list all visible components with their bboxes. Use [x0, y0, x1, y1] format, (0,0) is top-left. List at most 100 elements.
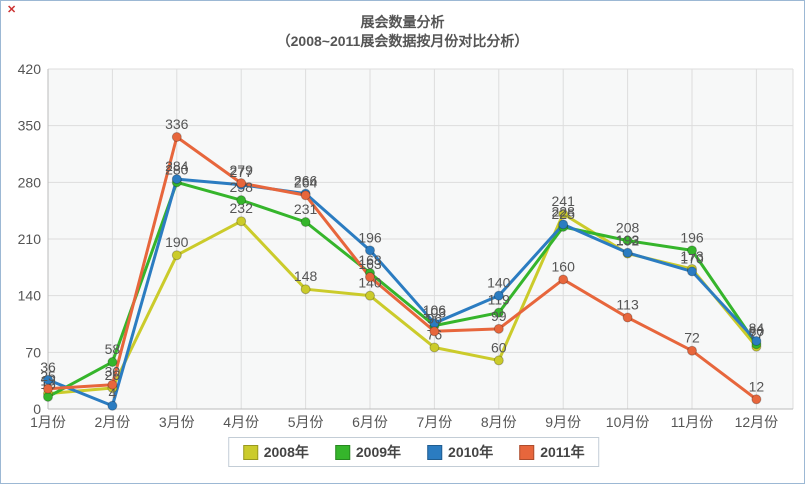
x-axis-label-4月份: 4月份 [223, 414, 259, 430]
data-point-label: 173 [680, 248, 704, 264]
data-point-2009年-8月份[interactable] [493, 307, 504, 318]
data-point-label: 193 [616, 232, 640, 248]
legend-swatch-icon [334, 444, 350, 460]
data-point-label: 58 [105, 341, 121, 357]
data-point-2011年-1月份[interactable] [43, 383, 53, 394]
chart-title-block: 展会数量分析 （2008~2011展会数据按月份对比分析） [1, 13, 804, 51]
data-point-2011年-3月份[interactable] [171, 132, 182, 142]
data-point-label: 148 [294, 268, 318, 284]
data-point-2011年-9月份[interactable] [558, 274, 569, 285]
data-point-label: 4 [109, 385, 117, 401]
data-point-2010年-6月份[interactable] [365, 245, 375, 256]
legend-swatch-icon [427, 444, 443, 460]
broken-image-icon: ✕ [7, 4, 17, 16]
data-point-label: 99 [491, 308, 507, 324]
data-point-label: 12 [749, 378, 765, 394]
x-axis-label-1月份: 1月份 [30, 414, 66, 430]
data-point-label: 25 [40, 368, 56, 384]
data-point-label: 60 [491, 339, 507, 355]
data-point-2011年-7月份[interactable] [429, 326, 440, 337]
data-point-2009年-5月份[interactable] [300, 217, 311, 227]
data-point-2008年-5月份[interactable] [300, 284, 311, 295]
data-point-label: 336 [165, 116, 189, 132]
data-point-label: 170 [680, 250, 704, 266]
data-point-2009年-2月份[interactable] [107, 357, 118, 368]
data-point-label: 284 [165, 158, 189, 174]
x-axis-label-8月份: 8月份 [481, 414, 517, 430]
x-axis-label-12月份: 12月份 [735, 414, 779, 430]
data-point-2011年-11月份[interactable] [687, 345, 697, 356]
data-point-2010年-9月份[interactable] [558, 219, 569, 230]
data-point-2011年-4月份[interactable] [236, 178, 247, 189]
data-point-label: 36 [40, 359, 56, 375]
data-point-label: 266 [294, 173, 318, 189]
data-point-2008年-6月份[interactable] [365, 290, 375, 301]
x-axis-label-5月份: 5月份 [288, 414, 324, 430]
legend-item-2010年[interactable]: 2010年 [427, 442, 493, 462]
legend-item-2009年[interactable]: 2009年 [334, 442, 402, 462]
data-point-2008年-8月份[interactable] [493, 355, 504, 366]
data-point-2010年-11月份[interactable] [687, 266, 697, 277]
data-point-2009年-4月份[interactable] [236, 195, 247, 206]
y-axis-tick-label: 420 [18, 61, 42, 77]
data-point-label: 228 [552, 203, 576, 219]
data-point-label: 196 [358, 229, 382, 245]
x-axis-label-11月份: 11月份 [671, 414, 714, 430]
legend-label: 2008年 [263, 444, 309, 460]
data-point-2008年-7月份[interactable] [429, 342, 440, 353]
data-point-label: 72 [684, 330, 700, 346]
y-axis-tick-label: 210 [18, 231, 42, 247]
data-point-label: 280 [165, 161, 189, 177]
data-point-label: 106 [423, 302, 447, 318]
chart-subtitle: （2008~2011展会数据按月份对比分析） [276, 33, 529, 49]
data-point-label: 264 [294, 174, 318, 190]
data-point-2010年-8月份[interactable] [493, 290, 504, 301]
data-point-2010年-12月份[interactable] [751, 336, 762, 346]
y-axis-tick-label: 140 [18, 288, 42, 304]
line-chart-plot: 0701402102803504201926190232148140766024… [18, 61, 794, 430]
legend-label: 2011年 [540, 444, 585, 460]
data-point-2010年-10月份[interactable] [622, 247, 633, 258]
legend-item-2011年[interactable]: 2011年 [519, 442, 585, 462]
data-point-label: 140 [358, 275, 382, 291]
data-point-2011年-10月份[interactable] [622, 312, 633, 323]
data-point-2010年-2月份[interactable] [107, 400, 118, 411]
data-point-label: 196 [680, 229, 704, 245]
series-line-2011年 [46, 135, 758, 401]
data-point-label: 277 [230, 164, 254, 180]
data-point-2011年-8月份[interactable] [493, 323, 504, 334]
y-axis-tick-label: 280 [18, 174, 42, 190]
data-point-label: 30 [105, 364, 121, 380]
data-point-label: 26 [105, 367, 121, 383]
data-point-2011年-12月份[interactable] [751, 394, 762, 405]
data-point-label: 140 [487, 275, 511, 291]
y-axis-tick-label: 70 [25, 344, 41, 360]
series-line-2010年 [46, 177, 758, 408]
data-point-label: 241 [552, 193, 576, 209]
data-point-label: 163 [358, 256, 382, 272]
data-point-label: 80 [749, 323, 765, 339]
legend-swatch-icon [519, 444, 535, 460]
data-point-label: 190 [165, 234, 189, 250]
data-point-2009年-11月份[interactable] [687, 245, 697, 256]
legend-swatch-icon [242, 444, 258, 460]
data-point-label: 113 [616, 297, 639, 313]
y-axis-tick-label: 0 [33, 401, 41, 417]
data-point-label: 103 [423, 305, 447, 321]
data-point-2008年-9月份[interactable] [558, 208, 569, 219]
legend: 2008年 2009年 2010年 2011年 [227, 437, 600, 467]
data-point-2008年-4月份[interactable] [236, 216, 247, 227]
data-point-2011年-6月份[interactable] [365, 272, 375, 283]
x-axis-label-2月份: 2月份 [95, 414, 131, 430]
data-point-2010年-3月份[interactable] [171, 174, 182, 185]
data-point-2008年-3月份[interactable] [171, 250, 182, 261]
x-axis-label-6月份: 6月份 [352, 414, 388, 430]
data-point-2011年-2月份[interactable] [107, 379, 118, 390]
legend-label: 2009年 [355, 444, 402, 460]
data-point-label: 225 [552, 206, 576, 222]
legend-item-2008年[interactable]: 2008年 [242, 442, 309, 462]
data-point-label: 84 [749, 320, 765, 336]
data-point-label: 96 [427, 310, 443, 326]
data-point-2009年-10月份[interactable] [622, 235, 633, 246]
data-point-2011年-5月份[interactable] [300, 190, 311, 201]
